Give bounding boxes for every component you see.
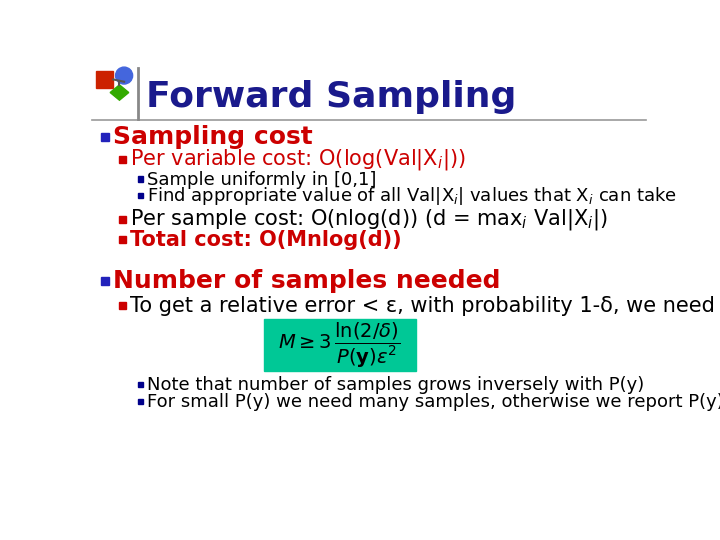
Text: Forward Sampling: Forward Sampling bbox=[145, 80, 516, 114]
Bar bbox=[101, 276, 109, 285]
Bar bbox=[120, 236, 127, 242]
Bar bbox=[120, 215, 127, 222]
Text: For small P(y) we need many samples, otherwise we report P(y)=0: For small P(y) we need many samples, oth… bbox=[148, 393, 720, 411]
Polygon shape bbox=[110, 85, 129, 100]
Bar bbox=[138, 399, 143, 404]
Bar bbox=[138, 193, 143, 198]
Text: Total cost: O(Mnlog(d)): Total cost: O(Mnlog(d)) bbox=[130, 230, 402, 249]
Text: To get a relative error < ε, with probability 1-δ, we need: To get a relative error < ε, with probab… bbox=[130, 296, 715, 316]
Text: Note that number of samples grows inversely with P(y): Note that number of samples grows invers… bbox=[148, 376, 644, 394]
Circle shape bbox=[116, 67, 132, 84]
Bar bbox=[138, 177, 143, 182]
Text: $M \geq 3\,\dfrac{\ln(2/\delta)}{P(\mathbf{y})\varepsilon^2}$: $M \geq 3\,\dfrac{\ln(2/\delta)}{P(\math… bbox=[279, 320, 400, 370]
Bar bbox=[101, 132, 109, 141]
Bar bbox=[138, 382, 143, 387]
Text: Per sample cost: O(nlog(d)) (d = max$_i$ Val|X$_i$|): Per sample cost: O(nlog(d)) (d = max$_i$… bbox=[130, 207, 608, 232]
Text: Sample uniformly in [0,1]: Sample uniformly in [0,1] bbox=[148, 171, 377, 188]
Text: Sampling cost: Sampling cost bbox=[113, 125, 313, 149]
Text: Find appropriate value of all Val|X$_i$| values that X$_i$ can take: Find appropriate value of all Val|X$_i$|… bbox=[148, 185, 677, 207]
Bar bbox=[264, 319, 415, 372]
Text: Per variable cost: O(log(Val|X$_i$|)): Per variable cost: O(log(Val|X$_i$|)) bbox=[130, 147, 466, 172]
Text: Number of samples needed: Number of samples needed bbox=[113, 269, 500, 293]
Bar bbox=[96, 71, 113, 88]
Bar bbox=[120, 302, 127, 309]
Bar bbox=[120, 156, 127, 163]
